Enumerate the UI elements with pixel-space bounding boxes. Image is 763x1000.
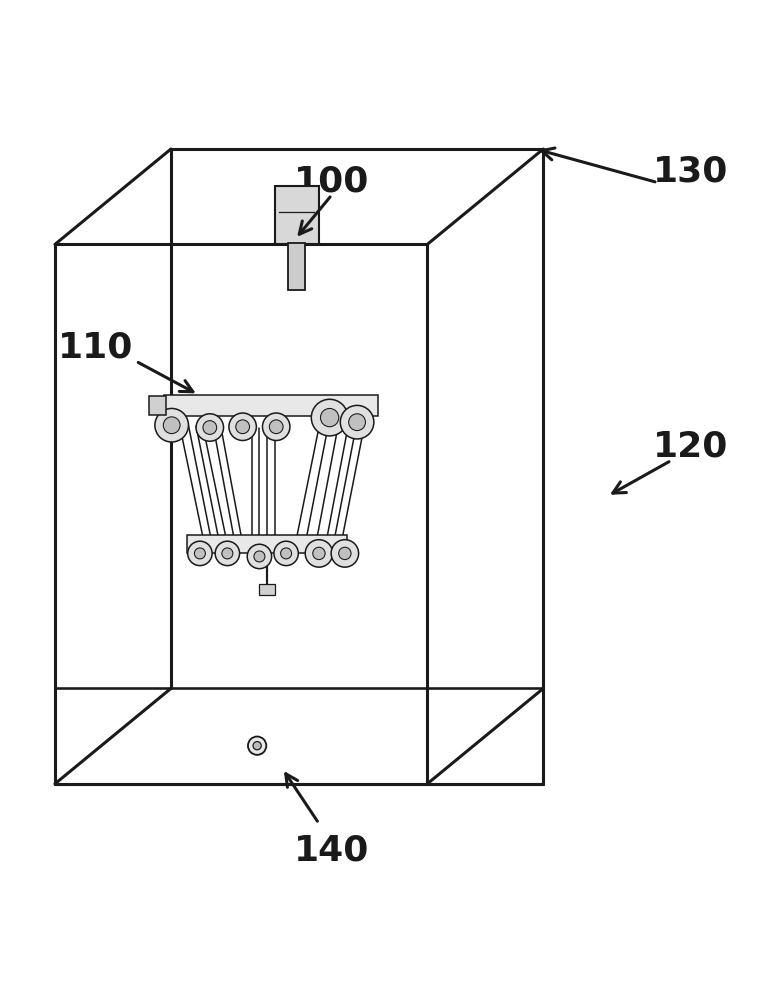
Circle shape <box>311 399 348 436</box>
Circle shape <box>196 414 224 441</box>
Circle shape <box>262 413 290 440</box>
FancyBboxPatch shape <box>288 243 305 290</box>
Circle shape <box>188 541 212 566</box>
Circle shape <box>281 548 291 559</box>
Circle shape <box>155 408 188 442</box>
Circle shape <box>215 541 240 566</box>
Circle shape <box>163 417 180 434</box>
Circle shape <box>195 548 205 559</box>
Text: 130: 130 <box>653 155 728 189</box>
FancyBboxPatch shape <box>275 186 319 244</box>
Text: 110: 110 <box>58 330 133 364</box>
Circle shape <box>254 551 265 562</box>
Circle shape <box>331 540 359 567</box>
Circle shape <box>203 421 217 434</box>
Circle shape <box>339 547 351 560</box>
Circle shape <box>253 742 261 750</box>
FancyBboxPatch shape <box>259 584 275 595</box>
FancyBboxPatch shape <box>187 535 347 553</box>
Circle shape <box>320 408 339 427</box>
Circle shape <box>248 737 266 755</box>
Circle shape <box>274 541 298 566</box>
Circle shape <box>247 544 272 569</box>
Circle shape <box>305 540 333 567</box>
Circle shape <box>349 414 365 431</box>
Circle shape <box>313 547 325 560</box>
Text: 100: 100 <box>295 164 369 198</box>
Text: 120: 120 <box>653 430 728 464</box>
Circle shape <box>236 420 250 434</box>
FancyBboxPatch shape <box>149 396 166 415</box>
FancyBboxPatch shape <box>164 395 378 416</box>
Text: 140: 140 <box>295 834 369 868</box>
Circle shape <box>222 548 233 559</box>
Circle shape <box>229 413 256 440</box>
Circle shape <box>269 420 283 434</box>
Circle shape <box>340 405 374 439</box>
